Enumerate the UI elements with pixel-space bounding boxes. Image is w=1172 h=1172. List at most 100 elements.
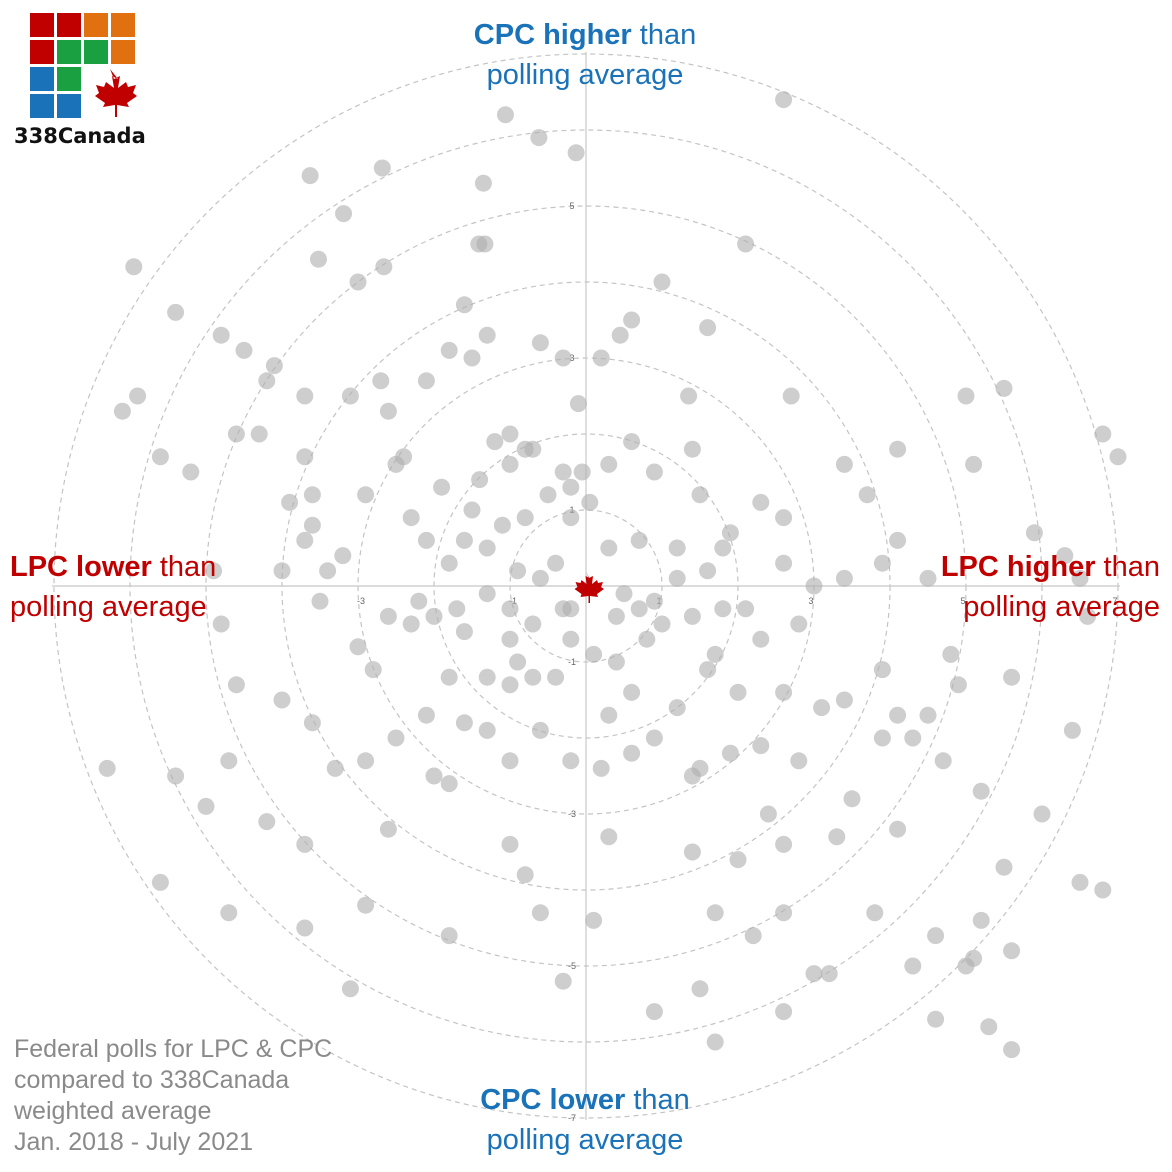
data-point xyxy=(357,752,375,770)
data-point xyxy=(866,904,884,922)
data-point xyxy=(440,668,458,686)
data-point xyxy=(273,562,291,580)
data-point xyxy=(927,927,945,945)
data-point xyxy=(729,683,747,701)
logo-square xyxy=(57,67,81,91)
data-point xyxy=(562,630,580,648)
label-bottom-rest: than xyxy=(625,1084,690,1116)
data-point xyxy=(448,600,466,618)
data-point xyxy=(699,562,717,580)
data-point xyxy=(539,486,557,504)
footnote-line-2: compared to 338Canada xyxy=(14,1066,290,1094)
logo-maple-leaf-icon xyxy=(95,69,137,117)
data-point xyxy=(1094,425,1112,443)
data-point xyxy=(972,911,990,929)
data-point xyxy=(752,493,770,511)
data-point xyxy=(1071,569,1089,587)
data-point xyxy=(1071,873,1089,891)
label-left-rest: than xyxy=(151,551,217,583)
data-point xyxy=(167,767,185,785)
data-point xyxy=(562,600,580,618)
data-point xyxy=(775,509,793,527)
data-point xyxy=(630,531,648,549)
data-point xyxy=(273,691,291,709)
data-point xyxy=(455,714,473,732)
data-point xyxy=(699,319,717,337)
logo-square xyxy=(30,94,54,118)
footnote: Federal polls for LPC & CPC compared to … xyxy=(14,1034,394,1158)
data-point xyxy=(417,531,435,549)
data-point xyxy=(341,980,359,998)
data-point xyxy=(729,851,747,869)
data-point xyxy=(547,554,565,572)
data-point xyxy=(714,600,732,618)
data-point xyxy=(585,911,603,929)
data-point xyxy=(737,235,755,253)
data-point xyxy=(737,600,755,618)
data-point xyxy=(220,904,238,922)
label-top-rest: than xyxy=(631,19,697,51)
data-point xyxy=(873,729,891,747)
data-point xyxy=(440,554,458,572)
data-point xyxy=(258,372,276,390)
data-point xyxy=(296,387,314,405)
data-point xyxy=(410,592,428,610)
data-point xyxy=(212,615,230,633)
data-point xyxy=(638,630,656,648)
data-point xyxy=(554,463,572,481)
data-point xyxy=(942,645,960,663)
data-point xyxy=(335,205,353,223)
data-point xyxy=(752,630,770,648)
data-point xyxy=(349,638,367,656)
data-point xyxy=(645,1003,663,1021)
data-point xyxy=(509,562,527,580)
data-point xyxy=(957,957,975,975)
logo-square xyxy=(111,13,135,37)
data-point xyxy=(440,775,458,793)
data-point xyxy=(205,562,223,580)
data-point xyxy=(645,592,663,610)
data-point xyxy=(721,744,739,762)
data-point xyxy=(554,349,572,367)
data-point xyxy=(873,554,891,572)
data-point xyxy=(904,729,922,747)
tick-label: 5 xyxy=(569,201,574,211)
data-point xyxy=(530,129,548,147)
data-point xyxy=(600,828,618,846)
points-group xyxy=(98,91,1127,1059)
label-top-line2: polling average xyxy=(486,59,684,91)
data-point xyxy=(455,296,473,314)
data-point xyxy=(478,585,496,603)
data-point xyxy=(478,721,496,739)
logo-icon xyxy=(30,13,137,118)
data-point xyxy=(668,569,686,587)
data-point xyxy=(949,676,967,694)
data-point xyxy=(425,607,443,625)
data-point xyxy=(668,699,686,717)
data-point xyxy=(301,167,319,185)
data-point xyxy=(167,303,185,321)
data-point xyxy=(402,615,420,633)
center-marker-group xyxy=(574,572,604,603)
data-point xyxy=(775,904,793,922)
data-point xyxy=(476,235,494,253)
data-point xyxy=(600,706,618,724)
data-point xyxy=(379,402,397,420)
data-point xyxy=(303,714,321,732)
data-point xyxy=(531,334,549,352)
data-point xyxy=(995,379,1013,397)
data-point xyxy=(524,668,542,686)
tick-label: -3 xyxy=(568,809,576,819)
data-point xyxy=(927,1010,945,1028)
data-point xyxy=(1003,1041,1021,1059)
data-point xyxy=(212,326,230,344)
data-point xyxy=(417,706,435,724)
logo-square xyxy=(57,94,81,118)
data-point xyxy=(440,927,458,945)
data-point xyxy=(402,509,420,527)
data-point xyxy=(387,729,405,747)
data-point xyxy=(1025,524,1043,542)
data-point xyxy=(463,349,481,367)
data-point xyxy=(265,357,283,375)
